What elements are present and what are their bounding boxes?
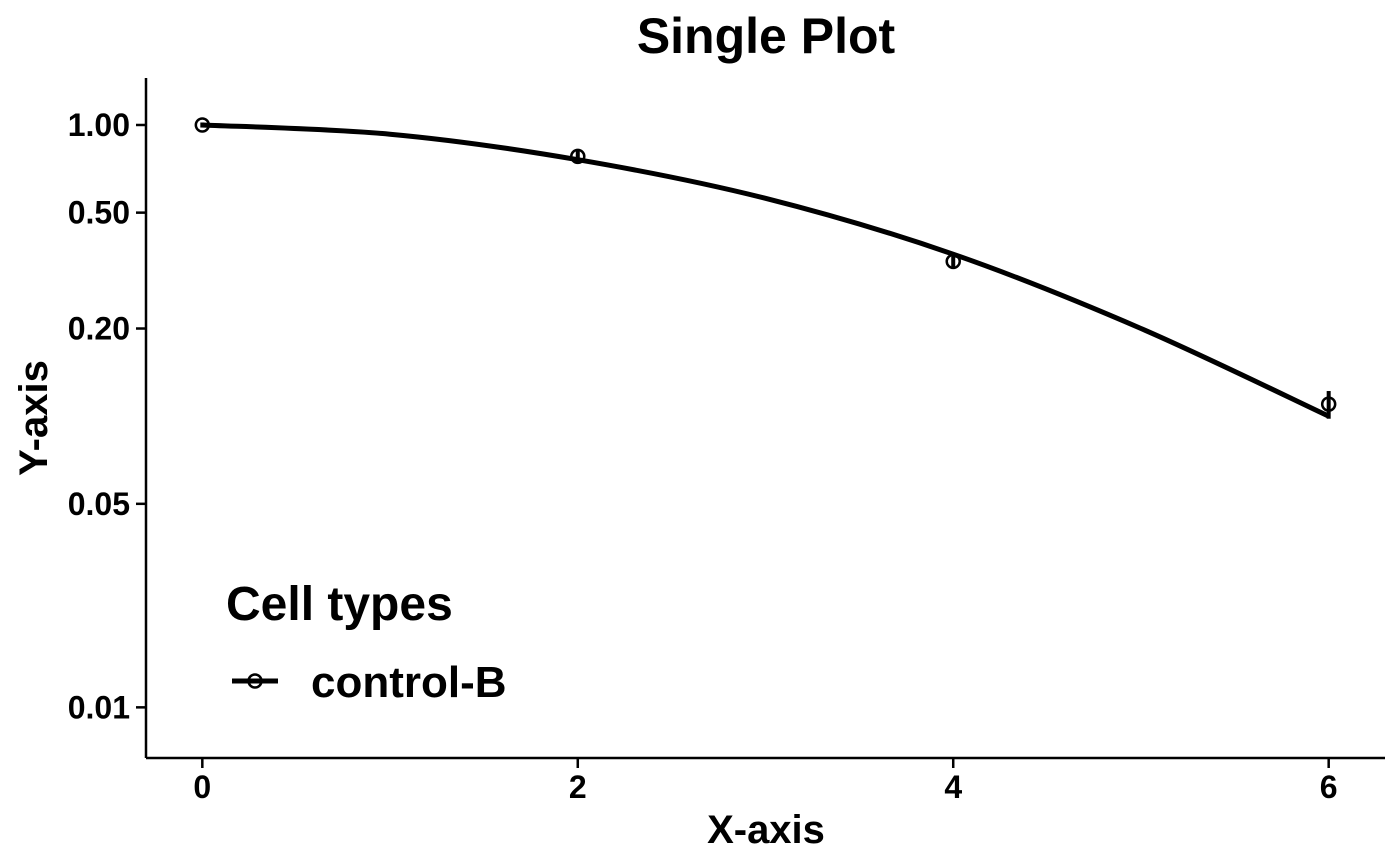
x-tick-label: 0 (193, 769, 211, 805)
data-point (570, 148, 586, 165)
legend: Cell types control-B (226, 578, 507, 707)
y-tick-label: 0.20 (68, 311, 130, 347)
series-layer (194, 117, 1337, 419)
x-tick-label: 2 (569, 769, 587, 805)
fit-curve-control-b (202, 122, 1330, 419)
legend-key-marker (247, 673, 263, 689)
legend-entry-control-b: control-B (311, 658, 507, 707)
x-tick-label: 6 (1320, 769, 1338, 805)
data-point (945, 253, 961, 270)
x-tick-label: 4 (944, 769, 962, 805)
y-tick-label: 0.05 (68, 486, 130, 522)
y-tick-label: 1.00 (68, 107, 130, 143)
y-tick-label: 0.01 (68, 689, 130, 725)
x-axis-label: X-axis (707, 808, 825, 852)
data-point (1320, 396, 1337, 412)
y-axis-label: Y-axis (12, 360, 56, 476)
y-ticks: 1.00 0.50 0.20 0.05 0.01 (68, 107, 146, 725)
y-tick-label: 0.50 (68, 195, 130, 231)
x-ticks: 0 2 4 6 (193, 758, 1338, 805)
chart-title: Single Plot (637, 8, 896, 64)
data-point (194, 117, 211, 133)
legend-title: Cell types (226, 578, 453, 631)
